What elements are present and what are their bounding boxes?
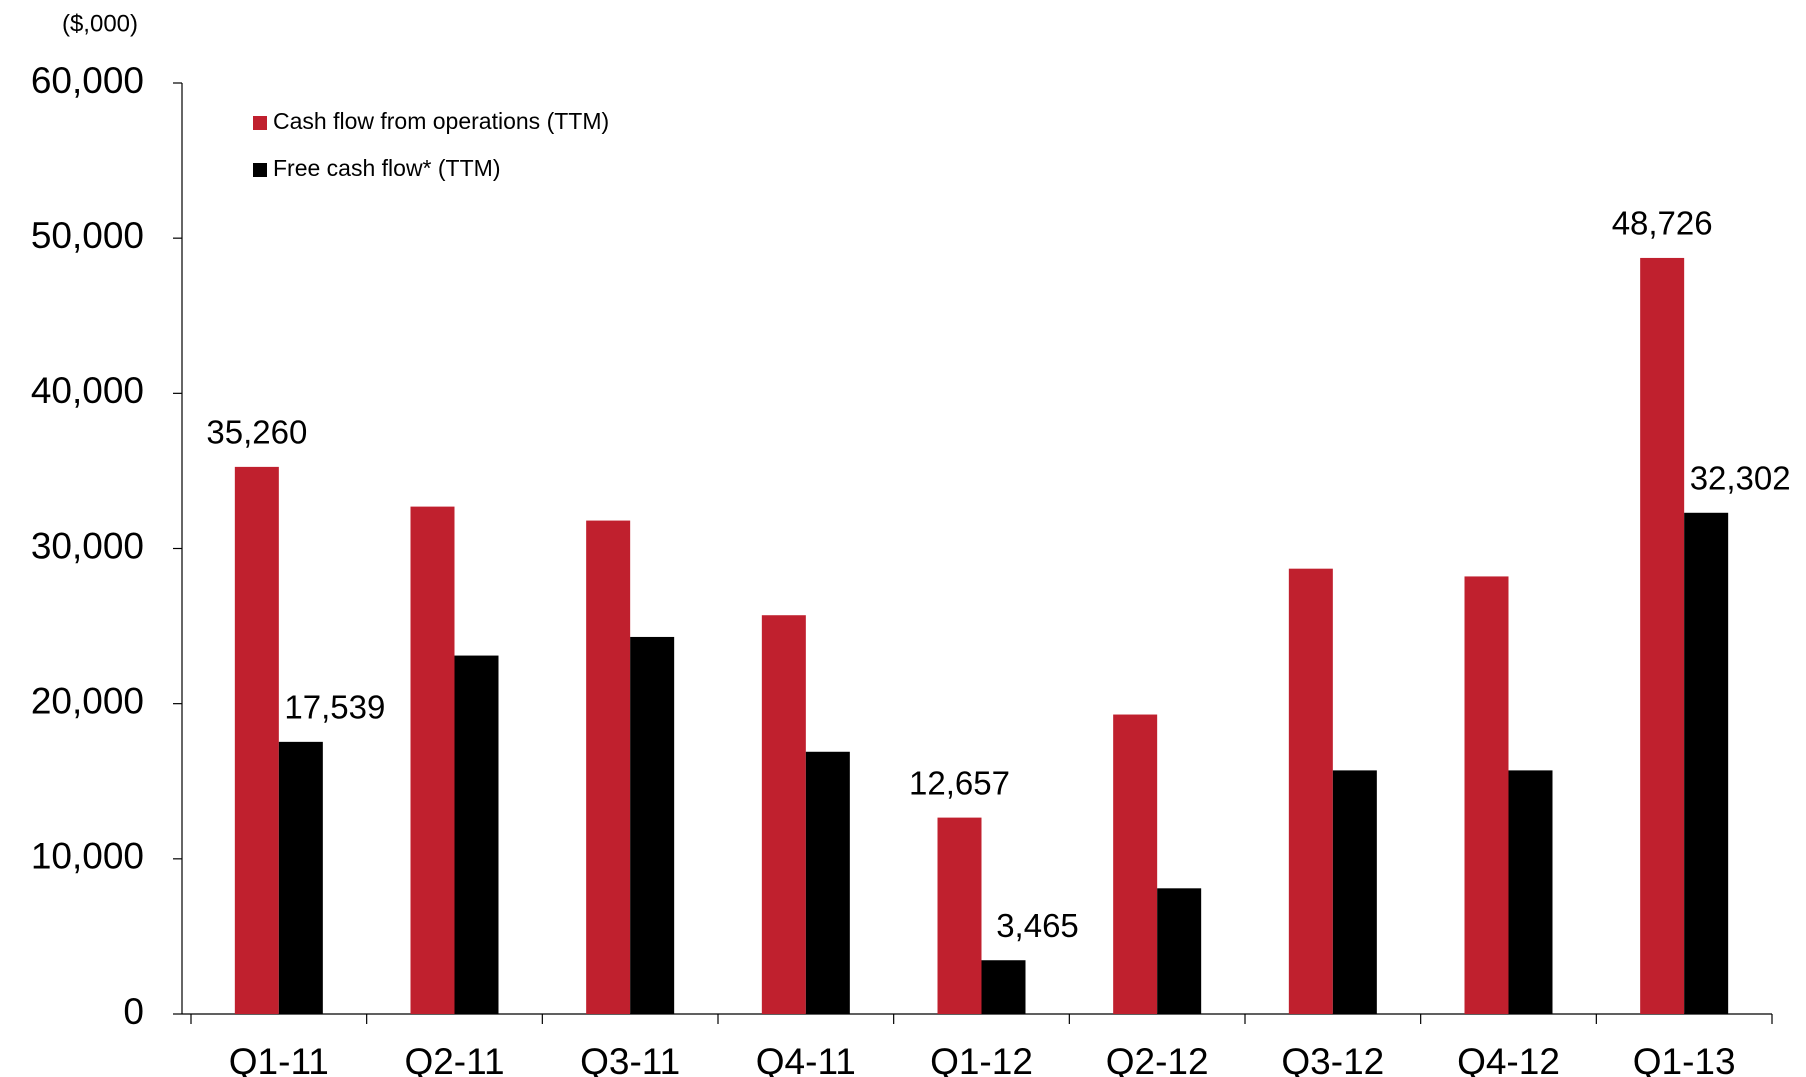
x-tick-label: Q3-11 xyxy=(580,1041,680,1077)
x-tick-label: Q1-11 xyxy=(229,1041,329,1077)
data-label: 35,260 xyxy=(206,414,307,451)
data-label: 17,539 xyxy=(284,689,385,726)
bar xyxy=(586,520,631,1014)
x-tick-label: Q4-12 xyxy=(1457,1041,1560,1077)
y-tick-label: 30,000 xyxy=(31,525,144,566)
x-tick-label: Q4-11 xyxy=(756,1041,856,1077)
bar xyxy=(1113,714,1158,1014)
bar xyxy=(1288,568,1333,1014)
bar xyxy=(1332,770,1377,1014)
data-label: 48,726 xyxy=(1612,205,1713,242)
legend-label: Free cash flow* (TTM) xyxy=(273,155,500,181)
bar xyxy=(937,817,982,1014)
data-label: 12,657 xyxy=(909,764,1010,801)
x-tick-label: Q2-11 xyxy=(404,1041,504,1077)
legend-label: Cash flow from operations (TTM) xyxy=(273,108,609,134)
y-tick-label: 40,000 xyxy=(31,370,144,411)
y-tick-label: 60,000 xyxy=(31,60,144,101)
y-tick-label: 10,000 xyxy=(31,836,144,877)
bar xyxy=(410,506,455,1014)
legend-swatch xyxy=(253,163,267,177)
bar xyxy=(234,466,279,1014)
bar xyxy=(278,741,323,1014)
data-label: 3,465 xyxy=(996,907,1079,944)
x-tick-label: Q3-12 xyxy=(1281,1041,1384,1077)
bar xyxy=(1157,888,1202,1014)
bar xyxy=(630,636,675,1014)
bar xyxy=(454,655,499,1014)
y-tick-label: 50,000 xyxy=(31,215,144,256)
bar xyxy=(805,751,850,1014)
bar xyxy=(761,615,806,1014)
bar xyxy=(981,960,1026,1014)
y-tick-label: 0 xyxy=(123,991,144,1032)
bar xyxy=(1464,576,1509,1014)
y-tick-label: 20,000 xyxy=(31,680,144,721)
unit-label: ($,000) xyxy=(62,10,138,37)
x-tick-label: Q1-13 xyxy=(1633,1041,1736,1077)
bar xyxy=(1508,770,1553,1014)
data-label: 32,302 xyxy=(1690,459,1791,496)
x-tick-label: Q1-12 xyxy=(930,1041,1033,1077)
bar xyxy=(1684,512,1729,1014)
bar xyxy=(1640,257,1685,1014)
x-tick-label: Q2-12 xyxy=(1106,1041,1209,1077)
legend-swatch xyxy=(253,116,267,130)
